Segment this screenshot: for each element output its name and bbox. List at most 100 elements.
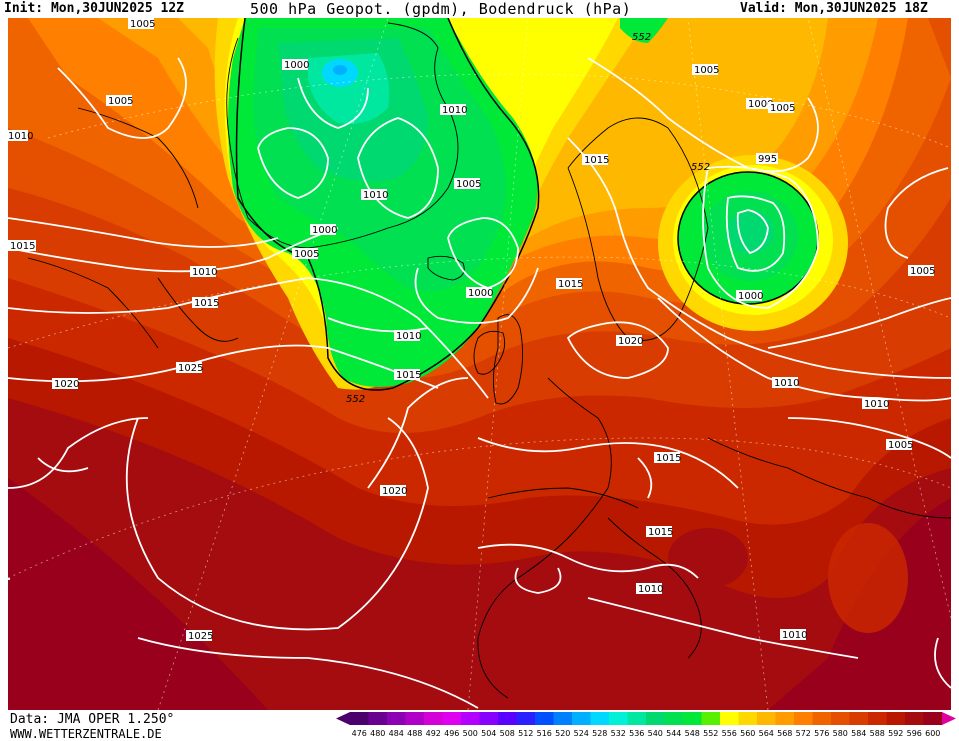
- svg-text:1005: 1005: [888, 440, 913, 451]
- legend-swatch: [831, 712, 850, 725]
- legend-tick-label: 532: [611, 729, 626, 738]
- isobar-label: 1015: [654, 452, 681, 464]
- svg-text:1010: 1010: [192, 267, 217, 278]
- svg-text:1010: 1010: [774, 378, 799, 389]
- svg-text:1015: 1015: [396, 370, 421, 381]
- legend-swatch: [886, 712, 906, 725]
- header-bar: Init: Mon,30JUN2025 12Z 500 hPa Geopot. …: [0, 0, 959, 18]
- geopot-label: 552: [632, 32, 651, 43]
- warm-pocket-east: [828, 523, 908, 633]
- isobar-label: 1010: [780, 629, 807, 641]
- isobar-label: 1015: [556, 278, 583, 290]
- legend-tick-label: 600: [925, 729, 940, 738]
- svg-text:1025: 1025: [178, 363, 203, 374]
- isobar-label: 1000: [736, 290, 763, 302]
- legend-swatch: [590, 712, 610, 725]
- isobar-label: 1005: [8, 18, 33, 580]
- legend-tick-label: 560: [740, 729, 755, 738]
- legend-swatch: [553, 712, 573, 725]
- isobar-label: 1015: [582, 154, 609, 166]
- legend-tick-label: 496: [444, 729, 459, 738]
- legend-swatch: [368, 712, 388, 725]
- svg-text:1005: 1005: [770, 103, 795, 114]
- svg-text:1005: 1005: [108, 96, 133, 107]
- svg-text:1005: 1005: [130, 19, 155, 30]
- svg-text:1010: 1010: [396, 331, 421, 342]
- svg-text:995: 995: [758, 154, 777, 165]
- legend-tick-label: 484: [389, 729, 404, 738]
- geopot-label: 552: [691, 162, 710, 173]
- isobar-label: 1005: [908, 265, 935, 277]
- svg-text:1010: 1010: [442, 105, 467, 116]
- isobar-label: 1005: [768, 102, 795, 114]
- legend-tick-label: 588: [870, 729, 885, 738]
- isobar-label: 1010: [8, 130, 33, 142]
- legend-swatch: [775, 712, 795, 725]
- legend-swatch: [479, 712, 499, 725]
- legend-tick-label: 544: [666, 729, 681, 738]
- legend-swatch: [849, 712, 869, 725]
- isobar-label: 1000: [282, 59, 309, 71]
- legend-tick-label: 584: [851, 729, 866, 738]
- svg-text:1000: 1000: [284, 60, 309, 71]
- low-north-notch: [620, 18, 668, 43]
- legend-tick-label: 516: [537, 729, 552, 738]
- isobar-label: 1010: [440, 104, 467, 116]
- isobar-label: 1015: [192, 297, 219, 309]
- legend-swatch: [812, 712, 832, 725]
- legend-tick-label: 508: [500, 729, 515, 738]
- svg-text:1000: 1000: [748, 99, 773, 110]
- isobar-label: 1010: [190, 266, 217, 278]
- legend-tick-label: 552: [703, 729, 718, 738]
- legend-tick-label: 540: [648, 729, 663, 738]
- legend-swatch: [535, 712, 554, 725]
- graticule: [8, 18, 951, 710]
- legend-swatch: [868, 712, 887, 725]
- legend-swatch: [442, 712, 462, 725]
- contour-552-west: [235, 18, 540, 391]
- legend-arrow-left: [336, 712, 350, 725]
- isobar-label: 1010: [772, 377, 799, 389]
- legend-tick-label: 576: [814, 729, 829, 738]
- legend-swatch: [923, 712, 943, 725]
- legend-tick-label: 488: [407, 729, 422, 738]
- legend-swatch: [498, 712, 517, 725]
- low-greenland-core: [333, 65, 347, 75]
- isobar-label: 1020: [616, 335, 643, 347]
- valid-time: Valid: Mon,30JUN2025 18Z: [740, 1, 928, 16]
- legend-swatch: [757, 712, 776, 725]
- isobar-label: 995: [756, 153, 778, 165]
- svg-text:1010: 1010: [864, 399, 889, 410]
- svg-text:1015: 1015: [194, 298, 219, 309]
- legend-swatch: [424, 712, 443, 725]
- geopotential-labels: 552 552 552: [346, 32, 710, 405]
- legend-swatch: [405, 712, 425, 725]
- isobar-label: 1015: [394, 369, 421, 381]
- svg-text:1020: 1020: [54, 379, 79, 390]
- warm-pocket-med: [668, 528, 748, 588]
- legend-tick-label: 500: [463, 729, 478, 738]
- isobar-label: 1005: [292, 248, 319, 260]
- isobar-label: 1000: [746, 98, 773, 110]
- isobar-label: 1005: [128, 18, 155, 30]
- isobar-label: 1015: [8, 240, 36, 252]
- legend-swatch: [738, 712, 758, 725]
- isobar-label: 1005: [886, 439, 913, 451]
- legend-swatch: [572, 712, 591, 725]
- legend-tick-label: 492: [426, 729, 441, 738]
- svg-text:1015: 1015: [558, 279, 583, 290]
- legend-swatch: [516, 712, 536, 725]
- legend-swatch: [627, 712, 647, 725]
- legend-tick-label: 568: [777, 729, 792, 738]
- legend-tick-label: 564: [759, 729, 774, 738]
- coastlines: [27, 22, 951, 699]
- svg-text:1020: 1020: [382, 486, 407, 497]
- isobar-label: 1005: [692, 64, 719, 76]
- svg-text:1000: 1000: [312, 225, 337, 236]
- legend-tick-label: 536: [629, 729, 644, 738]
- isobar-label: 1000: [310, 224, 337, 236]
- legend-swatch: [350, 712, 369, 725]
- isobar-label: 1005: [454, 178, 481, 190]
- legend-tick-label: 512: [518, 729, 533, 738]
- svg-text:1020: 1020: [618, 336, 643, 347]
